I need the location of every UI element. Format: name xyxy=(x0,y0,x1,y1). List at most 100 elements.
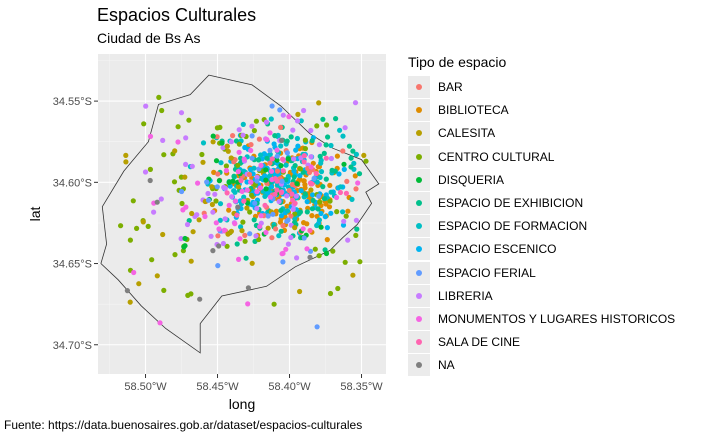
data-point xyxy=(291,174,297,180)
data-point xyxy=(160,231,166,238)
legend-item: NA xyxy=(408,354,700,377)
chart-subtitle: Ciudad de Bs As xyxy=(97,30,201,46)
data-point xyxy=(278,189,284,196)
data-point xyxy=(337,189,343,196)
data-point xyxy=(230,133,236,139)
data-point xyxy=(265,213,271,219)
data-point xyxy=(245,285,251,291)
data-point xyxy=(249,155,255,161)
legend-label: MONUMENTOS Y LUGARES HISTORICOS xyxy=(438,312,676,326)
data-point xyxy=(217,201,224,207)
data-point xyxy=(205,197,212,203)
legend-label: ESPACIO DE FORMACION xyxy=(438,219,588,234)
data-point xyxy=(307,180,314,186)
legend-label: SALA DE CINE xyxy=(438,335,521,350)
data-point xyxy=(209,201,215,208)
data-point xyxy=(341,166,347,172)
data-point xyxy=(280,259,286,265)
data-point xyxy=(302,191,308,197)
data-point xyxy=(145,223,151,229)
data-point xyxy=(188,258,194,264)
data-point xyxy=(298,188,304,194)
data-point xyxy=(298,118,304,124)
data-point xyxy=(228,155,234,161)
data-point xyxy=(212,191,218,197)
data-point xyxy=(323,250,330,257)
data-points xyxy=(118,94,369,330)
data-point xyxy=(318,210,324,217)
data-point xyxy=(237,236,243,242)
data-point xyxy=(294,118,301,124)
data-point xyxy=(252,200,258,206)
legend-label: DISQUERIA xyxy=(438,172,505,187)
data-point xyxy=(327,198,333,204)
data-point xyxy=(277,107,283,113)
data-point xyxy=(337,184,344,190)
data-point xyxy=(284,138,290,144)
data-point xyxy=(297,166,303,172)
data-point xyxy=(272,133,278,139)
legend-item: ESPACIO FERIAL xyxy=(408,261,700,285)
data-point xyxy=(254,178,260,184)
data-point xyxy=(141,121,147,127)
data-point xyxy=(340,209,346,215)
data-point xyxy=(340,222,347,228)
legend-dot-icon xyxy=(416,130,422,137)
data-point xyxy=(276,198,282,205)
data-point xyxy=(130,198,136,204)
data-point xyxy=(124,288,130,294)
chart-caption: Fuente: https://data.buenosaires.gob.ar/… xyxy=(4,418,363,432)
legend-label: ESPACIO DE EXHIBICION xyxy=(438,196,584,210)
data-point xyxy=(221,184,227,190)
data-point xyxy=(225,148,231,154)
data-point xyxy=(216,178,222,184)
data-point xyxy=(292,211,298,217)
data-point xyxy=(313,170,319,177)
data-point xyxy=(158,196,164,202)
data-point xyxy=(263,167,269,173)
data-point xyxy=(175,124,181,130)
data-point xyxy=(182,243,188,249)
data-point xyxy=(214,134,220,140)
data-point xyxy=(272,191,278,197)
data-point xyxy=(280,168,286,174)
data-point xyxy=(271,141,277,147)
data-point xyxy=(213,158,220,164)
data-point xyxy=(234,241,240,247)
data-point xyxy=(288,234,294,241)
data-point xyxy=(254,189,260,195)
data-point xyxy=(310,197,316,203)
legend-label: BIBLIOTECA xyxy=(438,103,509,118)
data-point xyxy=(214,125,220,131)
legend-key xyxy=(408,261,430,284)
data-point xyxy=(318,169,325,175)
data-point xyxy=(349,196,355,202)
data-point xyxy=(236,141,242,147)
data-point xyxy=(230,178,236,184)
data-point xyxy=(228,139,234,145)
data-point xyxy=(294,181,300,187)
data-point xyxy=(342,125,348,131)
data-point xyxy=(292,216,298,222)
data-point xyxy=(204,179,210,185)
data-point xyxy=(140,219,146,225)
data-point xyxy=(320,116,326,122)
data-point xyxy=(127,237,133,243)
data-point xyxy=(186,218,192,224)
data-point xyxy=(334,209,340,215)
axes: 58.50°W 58.45°W 58.40°W 58.35°W 34.55°S 34.60… xyxy=(27,96,383,412)
data-point xyxy=(288,134,294,140)
data-point xyxy=(184,221,191,228)
data-point xyxy=(274,187,280,193)
data-point xyxy=(196,217,202,223)
data-point xyxy=(195,180,201,186)
data-point xyxy=(314,179,320,185)
data-point xyxy=(210,248,216,254)
data-point xyxy=(223,167,229,174)
data-point xyxy=(232,198,239,204)
data-point xyxy=(267,130,273,136)
data-point xyxy=(241,156,247,162)
legend-key xyxy=(408,145,430,168)
legend-dot-icon xyxy=(416,246,422,253)
data-point xyxy=(118,223,124,229)
